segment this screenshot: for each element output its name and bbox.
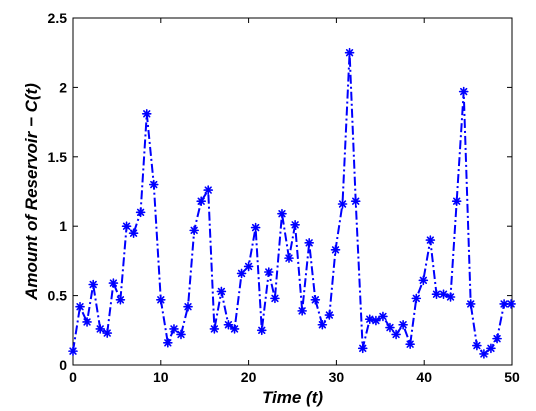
data-point: [438, 289, 449, 300]
data-point: [95, 324, 106, 334]
data-point: [141, 108, 152, 119]
y-axis-title: Amount of Reservoir − C(t): [22, 83, 41, 301]
data-point: [102, 328, 113, 338]
x-tick-label: 0: [69, 369, 77, 385]
data-point: [203, 185, 214, 195]
data-point: [243, 261, 254, 272]
data-point: [223, 319, 234, 330]
y-tick-label: 2.5: [48, 10, 68, 26]
data-point: [378, 311, 388, 322]
y-tick-label: 1: [59, 218, 67, 234]
data-point: [169, 324, 179, 334]
data-point: [310, 294, 321, 305]
data-point: [82, 317, 92, 327]
data-point: [506, 299, 516, 309]
data-point: [411, 293, 422, 304]
data-point: [297, 306, 307, 316]
data-point: [176, 329, 186, 340]
x-tick-label: 20: [241, 369, 257, 385]
data-point: [472, 340, 482, 351]
data-point: [108, 278, 119, 288]
data-point: [128, 228, 139, 238]
plot-area: [72, 17, 513, 366]
data-point: [75, 301, 85, 312]
data-point: [357, 343, 368, 354]
y-tick-label: 0: [59, 357, 67, 373]
data-point: [486, 343, 496, 354]
y-tick-label: 1.5: [48, 149, 68, 165]
data-point: [425, 235, 436, 245]
x-tick-label: 40: [416, 369, 432, 385]
data-point: [135, 207, 146, 218]
data-point: [458, 86, 469, 97]
data-point: [183, 301, 193, 312]
data-point: [479, 349, 489, 359]
data-point: [304, 238, 314, 248]
data-point: [209, 324, 220, 334]
data-point: [250, 222, 261, 233]
data-point: [405, 339, 415, 349]
data-point: [270, 293, 280, 304]
series-layer: [68, 47, 516, 359]
data-point: [277, 208, 287, 219]
x-tick-label: 10: [153, 369, 169, 385]
data-point: [385, 322, 395, 333]
data-point: [317, 319, 328, 330]
data-point: [364, 314, 375, 324]
data-point: [263, 267, 274, 277]
data-point: [445, 292, 456, 302]
x-axis: 0 10 20 30 40 50: [69, 18, 520, 385]
data-point: [236, 268, 247, 279]
data-point: [465, 299, 476, 309]
data-point: [68, 346, 78, 356]
data-point: [344, 47, 355, 58]
data-point: [196, 196, 206, 207]
data-point: [216, 286, 227, 297]
data-point: [350, 196, 361, 207]
data-point: [284, 253, 294, 263]
data-point: [148, 179, 159, 190]
x-tick-label: 30: [329, 369, 345, 385]
data-point: [330, 244, 341, 255]
data-point: [189, 225, 199, 236]
x-axis-title: Time (t): [262, 388, 323, 407]
data-point: [156, 294, 166, 305]
data-point: [324, 310, 335, 320]
y-axis: 0 0.5 1 1.5 2 2.5: [48, 10, 512, 373]
y-tick-label: 0.5: [48, 288, 68, 304]
data-point: [499, 299, 509, 309]
data-point: [88, 279, 98, 290]
data-point: [121, 221, 132, 231]
data-point: [492, 333, 502, 344]
data-point: [391, 329, 401, 340]
y-tick-label: 2: [59, 79, 67, 95]
data-point: [337, 199, 348, 209]
data-point: [371, 315, 381, 326]
data-point: [115, 294, 126, 305]
data-point: [163, 337, 173, 348]
data-point: [256, 325, 267, 336]
data-point: [418, 275, 429, 286]
data-point: [398, 319, 408, 330]
data-point: [229, 324, 240, 334]
data-point: [290, 220, 300, 230]
x-tick-label: 50: [504, 369, 520, 385]
data-point: [451, 196, 462, 207]
